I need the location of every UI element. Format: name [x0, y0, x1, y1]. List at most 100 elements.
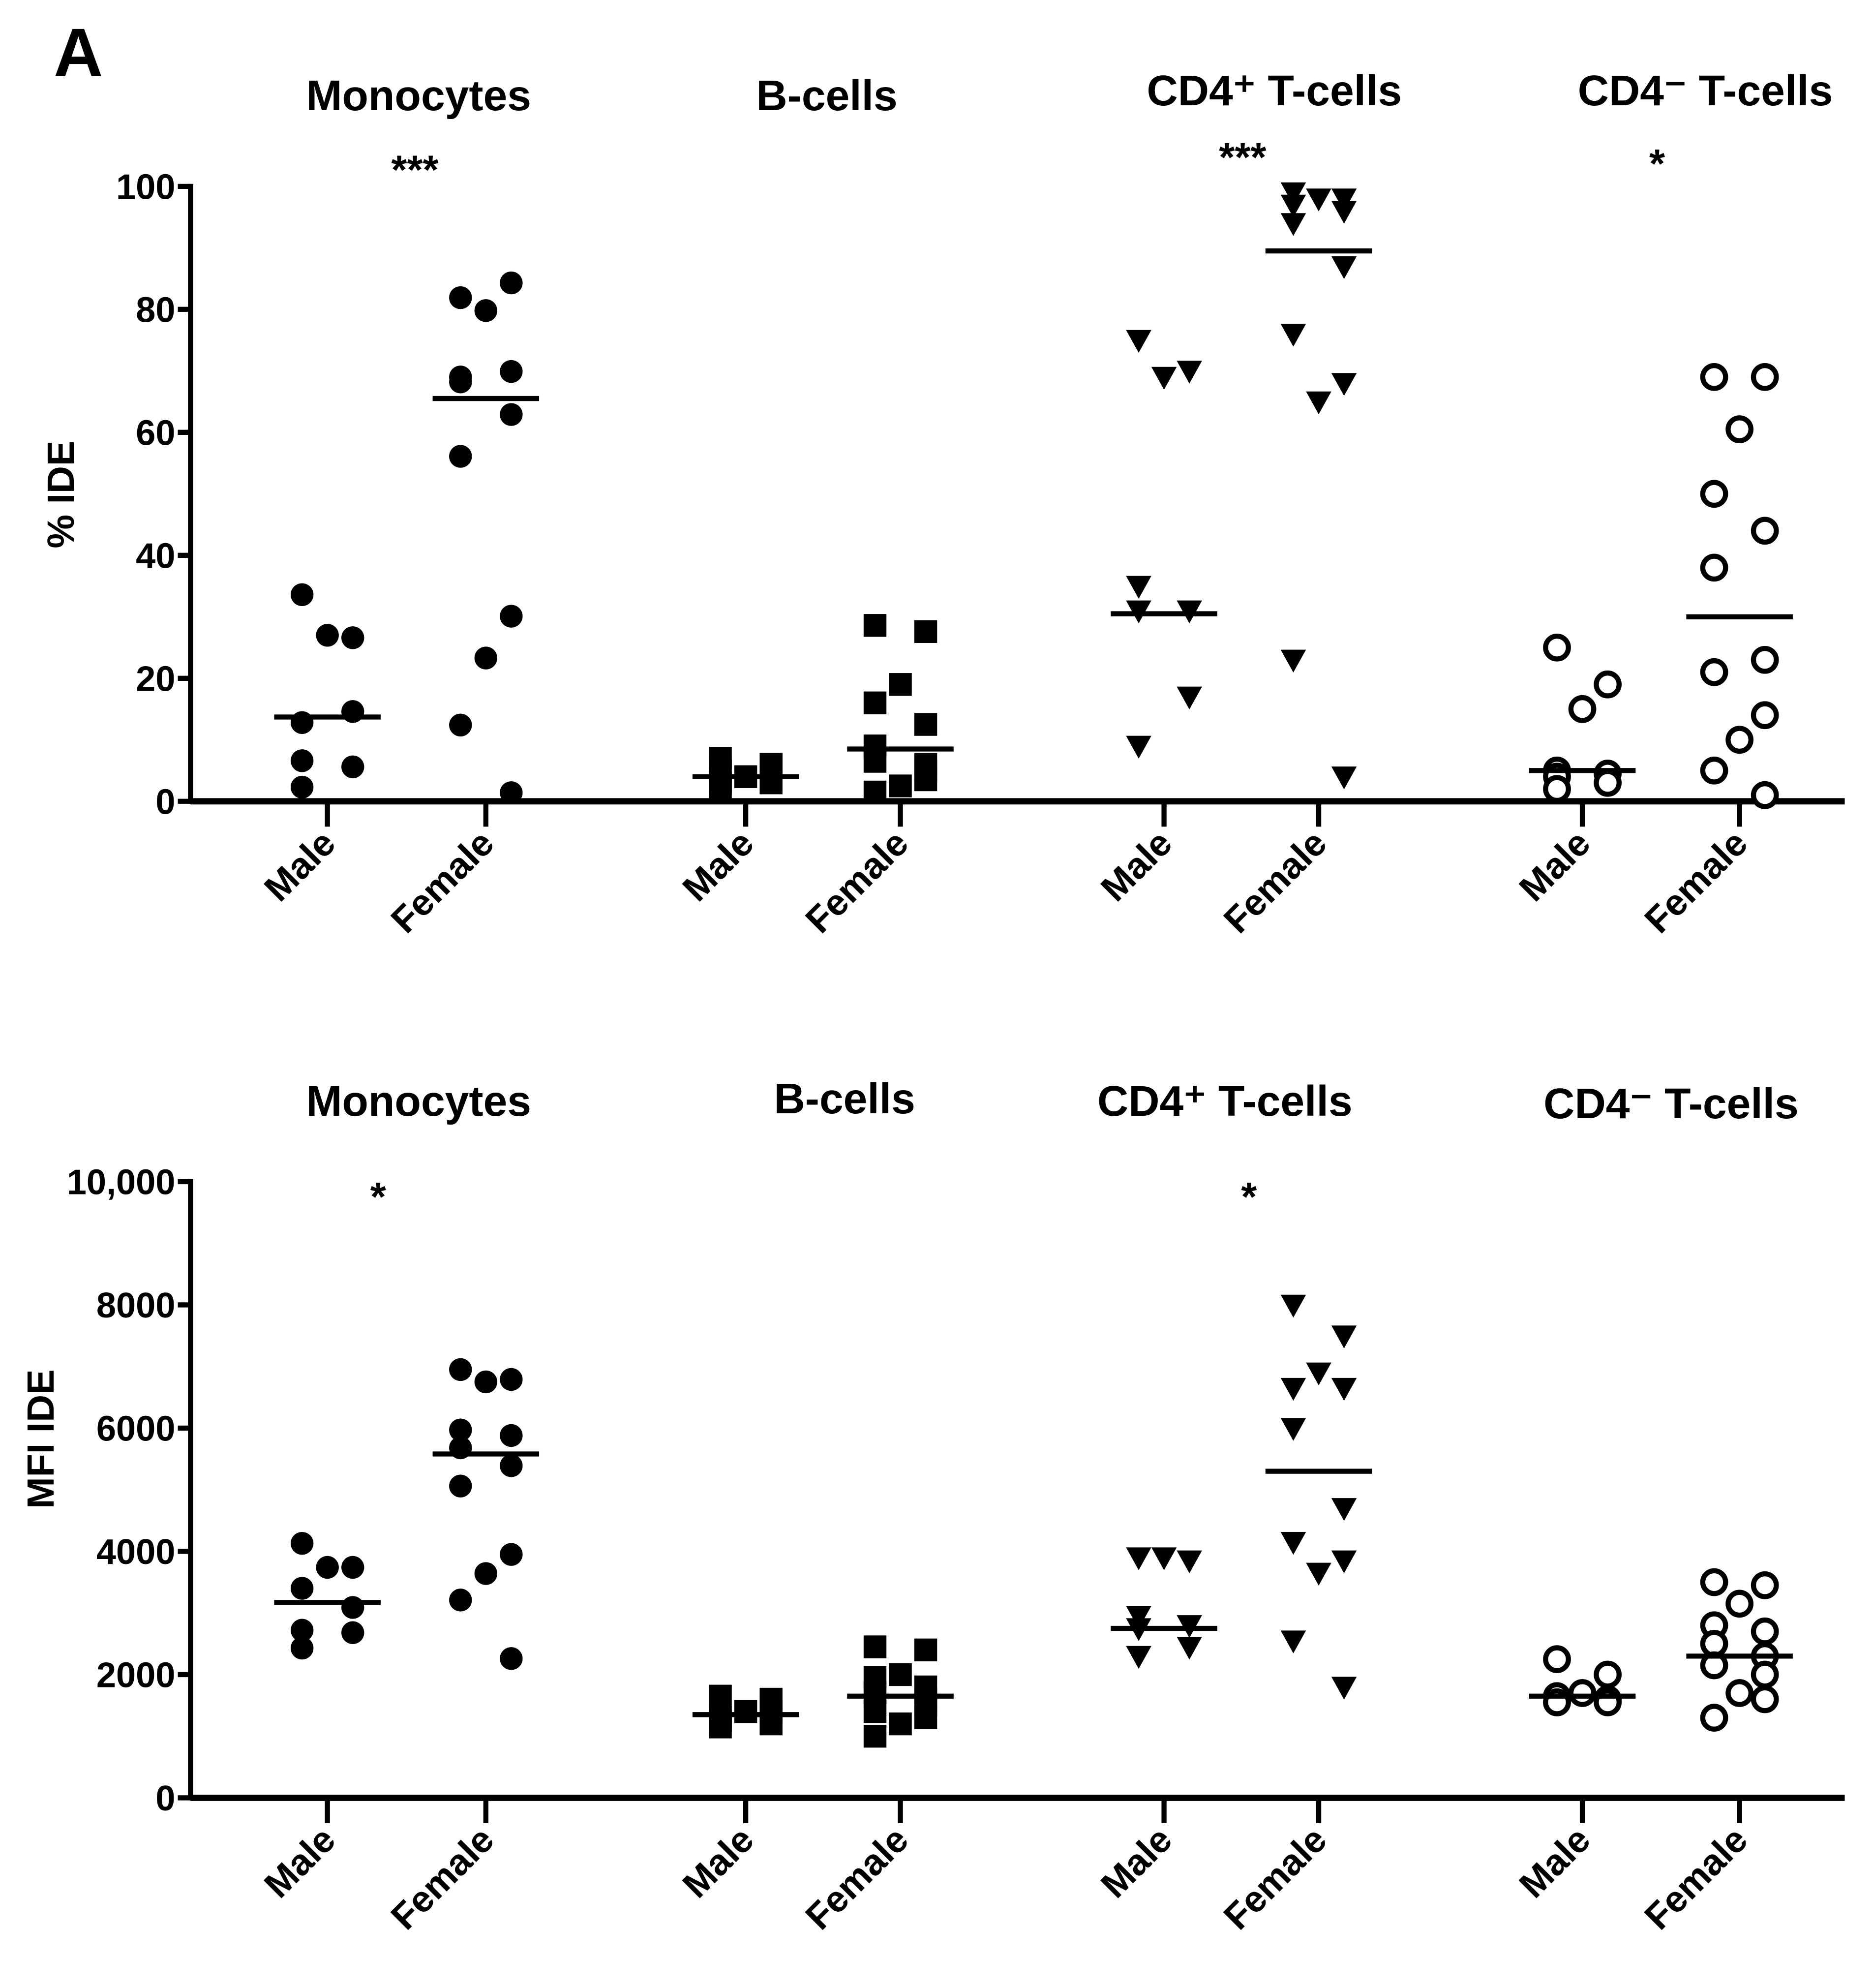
data-point	[341, 755, 364, 778]
data-point	[316, 624, 339, 647]
data-point	[500, 1647, 523, 1670]
data-point	[1568, 1679, 1597, 1707]
data-point	[863, 780, 887, 804]
data-point	[1280, 1377, 1306, 1401]
data-point	[1331, 188, 1357, 212]
data-point	[290, 1577, 314, 1600]
group-title: CD4⁺ T-cells	[1147, 66, 1402, 115]
data-point	[449, 445, 472, 468]
data-point	[1751, 645, 1779, 674]
data-point	[1751, 517, 1779, 545]
data-point	[1331, 201, 1357, 224]
group-title: CD4⁺ T-cells	[1097, 1077, 1353, 1125]
data-point	[863, 750, 887, 773]
data-point	[290, 1636, 314, 1660]
data-point	[1751, 1660, 1779, 1689]
data-point	[1543, 633, 1571, 662]
category-label: Male	[674, 822, 761, 909]
data-point	[1331, 1677, 1357, 1700]
y-tick-label: 2000	[96, 1656, 176, 1695]
data-point	[474, 646, 498, 670]
panel-label: A	[54, 15, 103, 91]
data-point	[1568, 695, 1597, 723]
data-point	[341, 1621, 364, 1644]
data-point	[341, 1596, 364, 1619]
data-point	[1700, 1568, 1728, 1596]
data-point	[1725, 726, 1753, 754]
data-point	[914, 713, 937, 736]
y-axis-label: % IDE	[40, 441, 82, 549]
category-label: Female	[383, 822, 501, 941]
data-point	[1126, 330, 1151, 353]
data-point	[449, 286, 472, 309]
data-point	[1126, 1547, 1151, 1570]
data-point	[1280, 182, 1306, 206]
data-point	[1280, 324, 1306, 347]
data-point	[1126, 1646, 1151, 1669]
data-point	[1725, 1679, 1753, 1707]
data-point	[1700, 363, 1728, 391]
data-point	[863, 1635, 887, 1658]
data-point	[1306, 1562, 1331, 1586]
data-point	[1751, 1617, 1779, 1646]
category-label: Male	[1093, 1819, 1180, 1906]
data-point	[449, 1358, 472, 1381]
data-point	[500, 360, 523, 383]
data-point	[1280, 1294, 1306, 1318]
category-label: Male	[256, 1819, 343, 1906]
group-title: Monocytes	[306, 1077, 531, 1125]
data-point	[1751, 1571, 1779, 1599]
y-tick-label: 0	[155, 1779, 175, 1818]
category-label: Female	[1215, 1819, 1334, 1937]
group-title: CD4⁻ T-cells	[1543, 1079, 1799, 1128]
data-point	[1280, 213, 1306, 236]
category-label: Male	[1511, 822, 1598, 909]
category-label: Female	[797, 1819, 916, 1937]
y-tick-label: 40	[136, 537, 175, 576]
data-point	[1177, 1636, 1202, 1660]
data-point	[1594, 670, 1622, 699]
data-point	[1151, 367, 1177, 390]
data-point	[863, 614, 887, 637]
panel-percent-ide: % IDE 0 20 40 60 80 100 Monocytes *** Male Female B…	[40, 66, 1845, 941]
data-point	[1280, 194, 1306, 218]
y-axis-label: MFI IDE	[20, 1369, 62, 1508]
data-point	[1751, 363, 1779, 391]
data-point	[500, 271, 523, 295]
data-point	[290, 1531, 314, 1555]
data-point	[1725, 415, 1753, 443]
y-tick-label: 60	[136, 414, 175, 453]
data-point	[500, 781, 523, 804]
data-point	[500, 1368, 523, 1391]
data-point	[449, 370, 472, 394]
data-point	[449, 1474, 472, 1498]
data-point	[889, 673, 912, 696]
data-point	[709, 1684, 732, 1708]
data-point	[1700, 1704, 1728, 1732]
data-point	[914, 620, 937, 643]
data-point	[474, 299, 498, 322]
data-point	[1151, 1547, 1177, 1570]
data-point	[759, 753, 783, 776]
category-label: Male	[1093, 822, 1180, 909]
data-point	[1331, 1377, 1357, 1401]
data-point	[1331, 373, 1357, 396]
data-point	[863, 1724, 887, 1748]
data-point	[1725, 1590, 1753, 1618]
data-point	[1331, 1550, 1357, 1573]
y-tick-label: 0	[155, 783, 175, 822]
data-point	[316, 1556, 339, 1579]
y-tick-label: 10,000	[67, 1163, 176, 1202]
data-point	[709, 747, 732, 770]
data-point	[500, 1424, 523, 1447]
data-point	[1331, 1325, 1357, 1348]
y-tick-label: 80	[136, 291, 175, 330]
data-point	[449, 1418, 472, 1441]
data-point	[1331, 256, 1357, 279]
data-point	[1280, 649, 1306, 673]
data-point	[290, 1619, 314, 1642]
category-label: Male	[674, 1819, 761, 1906]
data-point	[1594, 768, 1622, 797]
category-label: Male	[1511, 1819, 1598, 1906]
